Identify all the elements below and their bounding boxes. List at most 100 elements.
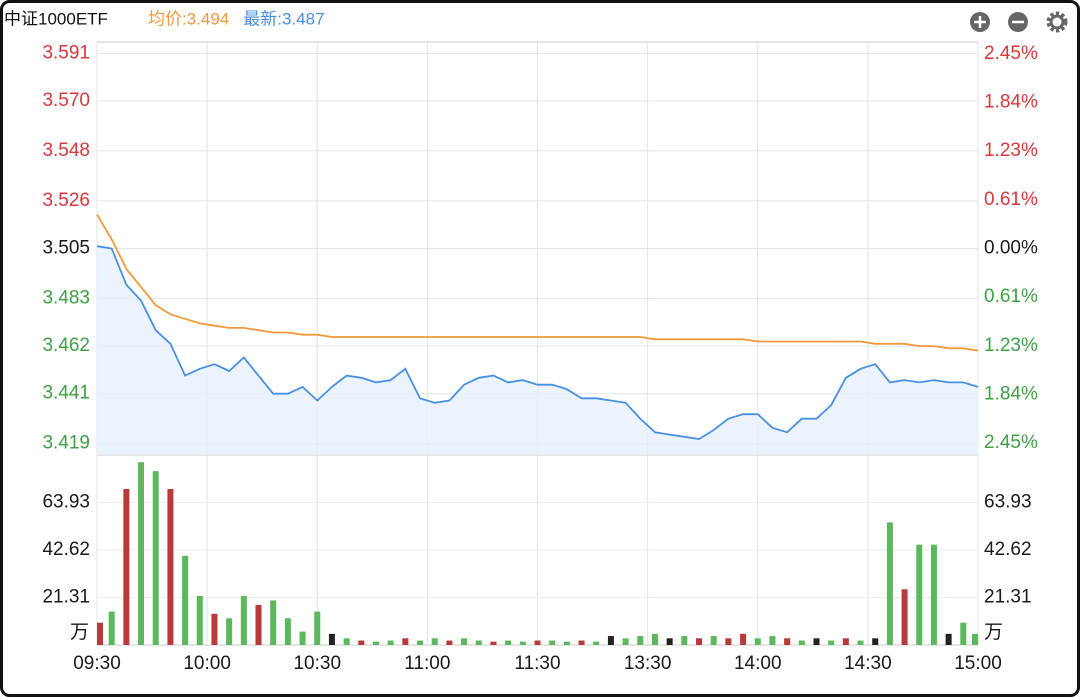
volume-bar xyxy=(622,638,629,645)
y2-tick-label: 0.00% xyxy=(984,238,1038,259)
y2-tick-label: 1.23% xyxy=(984,335,1038,356)
y2-tick-label: 2.45% xyxy=(984,43,1038,64)
x-tick-label: 11:30 xyxy=(514,653,560,674)
unit-label: 万 xyxy=(70,622,89,643)
unit-label: 万 xyxy=(984,622,1003,643)
volume-bar xyxy=(152,471,159,645)
y2-tick-label: 2.45% xyxy=(984,432,1038,453)
x-tick-label: 10:30 xyxy=(293,653,341,674)
volume-bar xyxy=(857,640,864,645)
volume-bar xyxy=(226,618,233,645)
x-tick-label: 09:30 xyxy=(73,653,121,674)
chart-title: 中证1000ETF xyxy=(4,9,108,28)
price-line xyxy=(96,214,979,352)
volume-bar xyxy=(916,544,923,645)
y-tick-label: 3.483 xyxy=(42,287,90,308)
volume-bar xyxy=(784,638,791,645)
volume-bar xyxy=(299,631,306,645)
volume-bar xyxy=(813,638,820,645)
volume-bar xyxy=(872,638,879,645)
x-tick-label: 14:00 xyxy=(734,653,782,674)
zoom-out-button[interactable] xyxy=(1008,12,1028,32)
y-tick-label: 3.441 xyxy=(42,383,90,404)
volume-bar xyxy=(519,641,526,645)
volume-bar xyxy=(637,636,644,645)
price-line xyxy=(96,245,979,441)
y-tick-label: 3.526 xyxy=(42,190,90,211)
zoom-in-button[interactable] xyxy=(970,12,990,32)
volume-bar xyxy=(417,640,424,645)
y2-tick-label: 1.84% xyxy=(984,384,1038,405)
volume-bar xyxy=(108,611,115,645)
legend-entry: 最新:3.487 xyxy=(243,9,324,28)
y-tick-label: 3.591 xyxy=(42,42,90,63)
volume-bar xyxy=(754,638,761,645)
volume-bar xyxy=(138,462,145,645)
volume-bar xyxy=(255,604,262,645)
volume-bar xyxy=(549,640,556,645)
volume-bar xyxy=(578,640,585,645)
volume-bar xyxy=(402,638,409,645)
volume-bar xyxy=(211,613,218,645)
settings-button[interactable] xyxy=(1046,11,1068,33)
volume-bar xyxy=(593,641,600,645)
volume-bar xyxy=(97,622,103,645)
legend-entry: 均价:3.494 xyxy=(148,9,229,28)
volume-bar xyxy=(930,544,937,645)
volume-bar xyxy=(563,641,570,645)
y-tick-label: 3.462 xyxy=(42,335,90,356)
x-tick-label: 15:00 xyxy=(954,653,1002,674)
y2-tick-label: 21.31 xyxy=(984,587,1032,608)
volume-bar xyxy=(475,640,482,645)
volume-bar xyxy=(314,611,321,645)
x-tick-label: 10:00 xyxy=(183,653,231,674)
volume-bar xyxy=(828,640,835,645)
volume-bar xyxy=(461,638,468,645)
y2-tick-label: 42.62 xyxy=(984,539,1032,560)
volume-bar xyxy=(343,638,350,645)
y2-tick-label: 1.23% xyxy=(984,140,1038,161)
volume-bar xyxy=(284,618,291,645)
x-tick-label: 11:00 xyxy=(404,653,450,674)
volume-bar xyxy=(240,595,247,645)
y-tick-label: 3.548 xyxy=(42,140,90,161)
volume-bar xyxy=(725,638,732,645)
volume-bar xyxy=(123,488,130,645)
volume-bar xyxy=(490,641,497,645)
area-fill xyxy=(97,246,978,455)
y-tick-label: 63.93 xyxy=(42,492,90,513)
volume-bar xyxy=(740,633,747,645)
volume-bar xyxy=(666,638,673,645)
volume-bar xyxy=(167,488,174,645)
y-tick-label: 3.419 xyxy=(42,433,90,454)
volume-bar xyxy=(960,622,967,645)
volume-bar xyxy=(270,600,277,645)
volume-bar xyxy=(886,522,893,645)
volume-bar xyxy=(696,638,703,645)
volume-bar xyxy=(182,555,189,645)
volume-bar xyxy=(372,641,379,645)
y2-tick-label: 0.61% xyxy=(984,286,1038,307)
volume-bar xyxy=(769,636,776,645)
y2-tick-label: 0.61% xyxy=(984,189,1038,210)
volume-bar xyxy=(842,638,849,645)
volume-bar xyxy=(607,636,614,645)
y2-tick-label: 1.84% xyxy=(984,91,1038,112)
volume-bar xyxy=(651,633,658,645)
x-tick-label: 14:30 xyxy=(844,653,892,674)
volume-bar xyxy=(798,640,805,645)
volume-bar xyxy=(446,640,453,645)
volume-bar xyxy=(505,640,512,645)
volume-bar xyxy=(534,640,541,645)
volume-bar xyxy=(972,633,978,645)
volume-bar xyxy=(328,633,335,645)
y-tick-label: 21.31 xyxy=(42,587,90,608)
y2-tick-label: 63.93 xyxy=(984,492,1032,513)
volume-bar xyxy=(431,638,438,645)
volume-bar xyxy=(710,636,717,645)
volume-bar xyxy=(901,589,908,645)
y-tick-label: 42.62 xyxy=(42,539,90,560)
y-tick-label: 3.570 xyxy=(42,90,90,111)
y-tick-label: 3.505 xyxy=(42,238,90,259)
